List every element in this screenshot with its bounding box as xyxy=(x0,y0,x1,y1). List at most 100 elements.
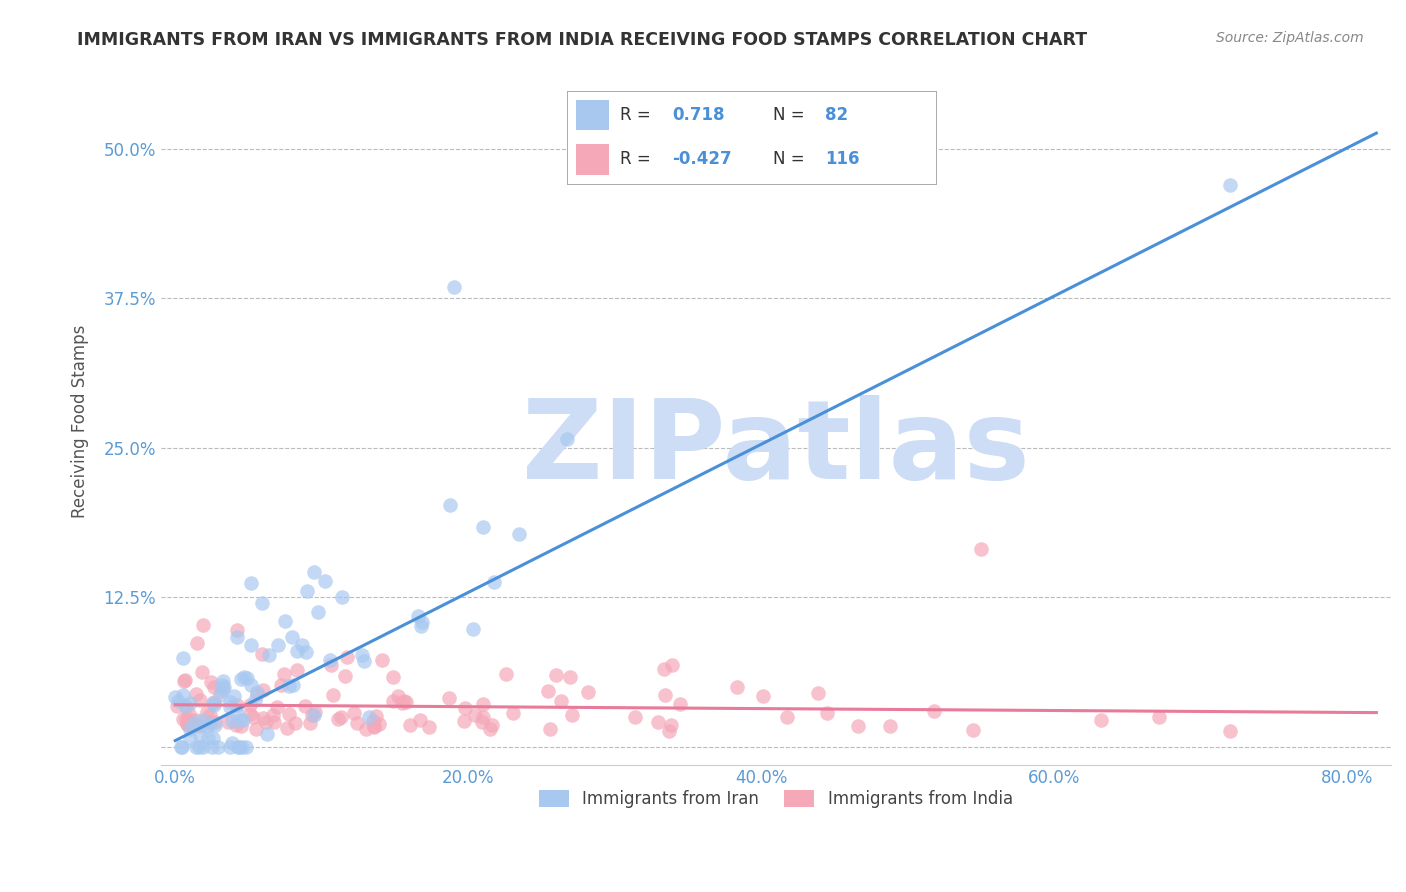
Text: IMMIGRANTS FROM IRAN VS IMMIGRANTS FROM INDIA RECEIVING FOOD STAMPS CORRELATION : IMMIGRANTS FROM IRAN VS IMMIGRANTS FROM … xyxy=(77,31,1087,49)
Point xyxy=(302,565,325,579)
Point xyxy=(544,668,567,682)
Point xyxy=(179,722,201,736)
Point xyxy=(307,605,329,619)
Point xyxy=(464,707,486,722)
Point xyxy=(174,699,197,714)
Point xyxy=(314,574,336,588)
Point xyxy=(219,699,242,714)
Point xyxy=(328,712,350,726)
Point xyxy=(221,735,243,749)
Point xyxy=(191,739,214,754)
Point xyxy=(453,714,475,728)
Point xyxy=(1219,723,1241,738)
Point xyxy=(198,717,221,731)
Point xyxy=(266,699,288,714)
Point xyxy=(240,576,263,591)
Point xyxy=(357,710,380,724)
Point xyxy=(495,666,517,681)
Point xyxy=(172,712,194,726)
Point xyxy=(188,692,211,706)
Point xyxy=(184,739,207,754)
Point xyxy=(387,689,409,703)
Point xyxy=(304,705,326,719)
Point xyxy=(252,596,274,610)
Point xyxy=(197,731,219,745)
Point xyxy=(276,721,298,735)
Point xyxy=(281,630,304,644)
Point xyxy=(647,714,669,729)
Point xyxy=(231,739,253,754)
Point xyxy=(226,631,249,645)
Point xyxy=(173,673,195,688)
Point xyxy=(172,739,194,754)
Point xyxy=(252,647,274,661)
Point xyxy=(555,433,578,447)
Point xyxy=(226,698,249,712)
Point xyxy=(242,710,264,724)
Point xyxy=(411,615,433,629)
Point xyxy=(177,718,200,732)
Point xyxy=(204,714,226,729)
Point xyxy=(179,696,201,710)
Point xyxy=(661,658,683,673)
Point xyxy=(219,739,242,754)
Point xyxy=(353,654,375,668)
Point xyxy=(330,590,353,604)
Point xyxy=(214,680,236,694)
Point xyxy=(172,651,194,665)
Point xyxy=(270,678,292,692)
Point xyxy=(321,657,343,672)
Point xyxy=(1147,709,1170,723)
Point xyxy=(252,682,274,697)
Point xyxy=(363,720,385,734)
Point xyxy=(1219,178,1241,192)
Point xyxy=(354,722,377,736)
Point xyxy=(259,648,281,662)
Point xyxy=(211,673,233,688)
Point xyxy=(254,715,277,730)
Point xyxy=(392,694,415,708)
Point xyxy=(336,650,359,665)
Point xyxy=(201,739,224,754)
Point xyxy=(461,622,484,636)
Point xyxy=(335,669,357,683)
Point xyxy=(226,706,249,720)
Point xyxy=(202,731,225,746)
Point xyxy=(970,542,993,557)
Point xyxy=(179,707,201,722)
Point xyxy=(208,688,231,702)
Point xyxy=(418,720,440,734)
Point xyxy=(437,690,460,705)
Point xyxy=(285,663,308,677)
Point xyxy=(330,710,353,724)
Point xyxy=(207,739,229,754)
Point xyxy=(228,739,250,754)
Point xyxy=(165,690,187,705)
Point xyxy=(550,694,572,708)
Point xyxy=(815,706,838,721)
Point xyxy=(277,679,299,693)
Point xyxy=(200,674,222,689)
Point xyxy=(174,698,197,713)
Point xyxy=(229,713,252,727)
Point xyxy=(235,671,257,685)
Point xyxy=(727,680,749,694)
Point xyxy=(343,706,366,720)
Point xyxy=(267,638,290,652)
Point xyxy=(239,698,262,713)
Point xyxy=(291,638,314,652)
Point xyxy=(232,714,254,728)
Point xyxy=(301,707,323,722)
Point xyxy=(224,689,246,703)
Point xyxy=(166,698,188,713)
Point xyxy=(226,739,249,754)
Point xyxy=(364,708,387,723)
Point xyxy=(186,636,208,650)
Point xyxy=(263,714,285,729)
Point xyxy=(658,723,681,738)
Point xyxy=(319,652,342,666)
Point xyxy=(439,498,461,512)
Point xyxy=(287,644,309,658)
Point xyxy=(188,728,211,742)
Point xyxy=(187,718,209,732)
